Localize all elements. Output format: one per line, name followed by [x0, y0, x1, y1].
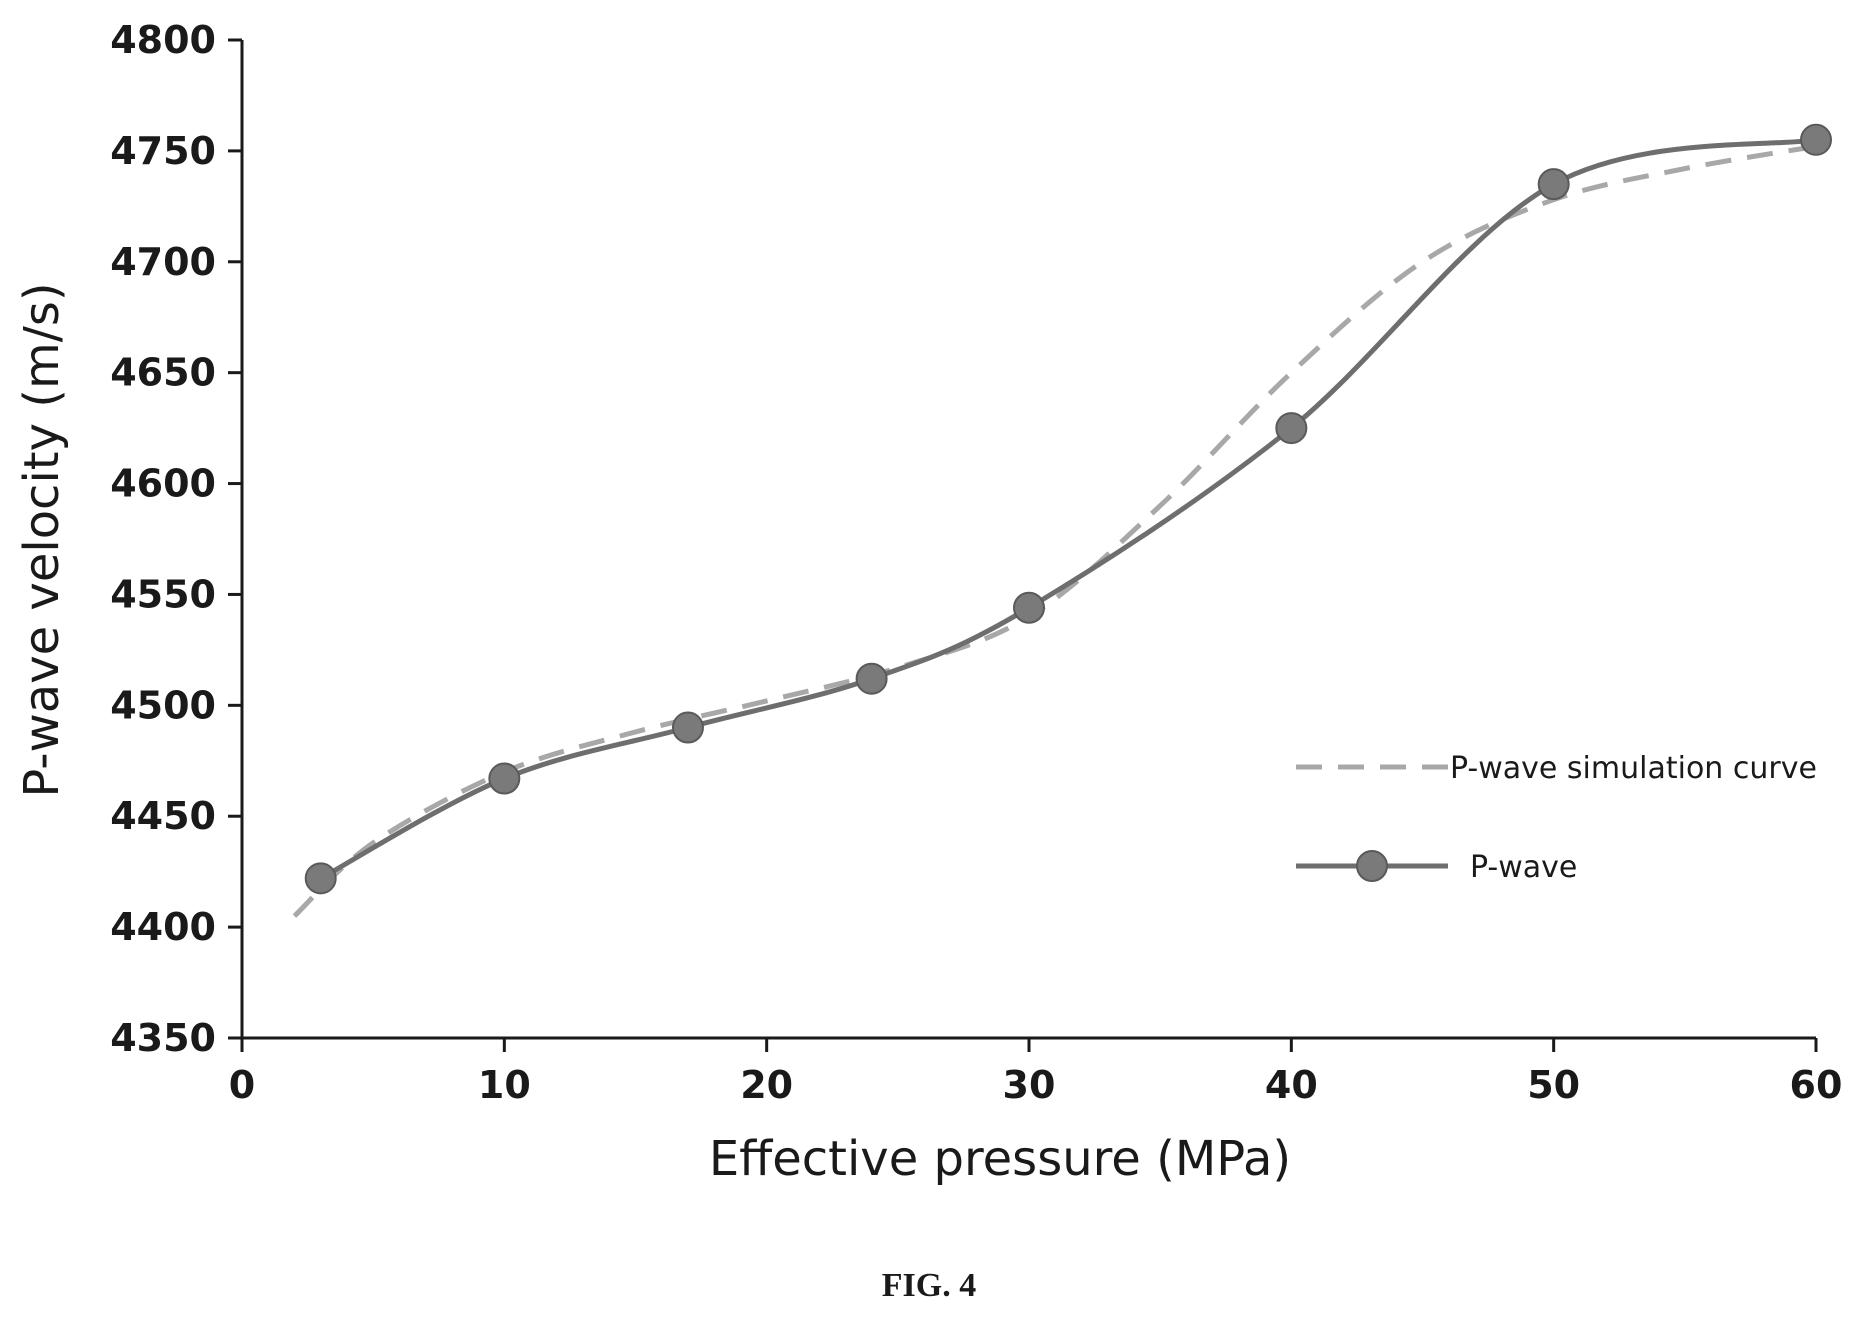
- y-tick-label: 4650: [110, 351, 216, 395]
- y-axis-title: P-wave velocity (m/s): [14, 282, 70, 797]
- p-wave-point: [1537, 168, 1570, 201]
- x-tick-label: 60: [1790, 1063, 1843, 1107]
- y-axis-ticks: 4350 4400 4450 4500 4550 4600 4650 4700 4750 4800: [110, 18, 242, 1060]
- x-tick-label: 20: [740, 1063, 793, 1107]
- simulation-curve-line: [292, 143, 1817, 918]
- legend-label-simulation: P-wave simulation curve: [1450, 751, 1817, 786]
- y-tick-label: 4450: [110, 794, 216, 838]
- p-wave-point: [1275, 412, 1308, 445]
- series-layer: [292, 123, 1832, 918]
- x-tick-label: 30: [1003, 1063, 1056, 1107]
- x-tick-label: 10: [478, 1063, 531, 1107]
- x-axis-ticks: 0 10 20 30 40 50 60: [229, 1038, 1843, 1107]
- legend: P-wave simulation curve P-wave: [1296, 751, 1817, 885]
- y-tick-label: 4400: [110, 905, 216, 949]
- y-tick-label: 4500: [110, 683, 216, 727]
- p-wave-point: [488, 762, 521, 795]
- p-wave-point: [1800, 123, 1832, 156]
- x-tick-label: 40: [1265, 1063, 1318, 1107]
- y-tick-label: 4700: [110, 240, 216, 284]
- p-wave-point: [304, 862, 337, 895]
- x-axis-title: Effective pressure (MPa): [709, 1131, 1291, 1187]
- legend-label-p-wave: P-wave: [1470, 850, 1577, 885]
- x-tick-label: 0: [229, 1063, 255, 1107]
- y-tick-label: 4750: [110, 129, 216, 173]
- p-wave-point: [855, 662, 888, 695]
- y-tick-label: 4350: [110, 1016, 216, 1060]
- legend-marker-p-wave: [1356, 850, 1388, 882]
- x-tick-label: 50: [1527, 1063, 1580, 1107]
- y-tick-label: 4600: [110, 462, 216, 506]
- p-wave-point: [1013, 591, 1045, 624]
- y-tick-label: 4550: [110, 572, 216, 616]
- p-wave-point: [671, 711, 704, 744]
- y-tick-label: 4800: [110, 18, 216, 62]
- figure-caption: FIG. 4: [882, 1267, 976, 1304]
- axes: [240, 40, 1816, 1040]
